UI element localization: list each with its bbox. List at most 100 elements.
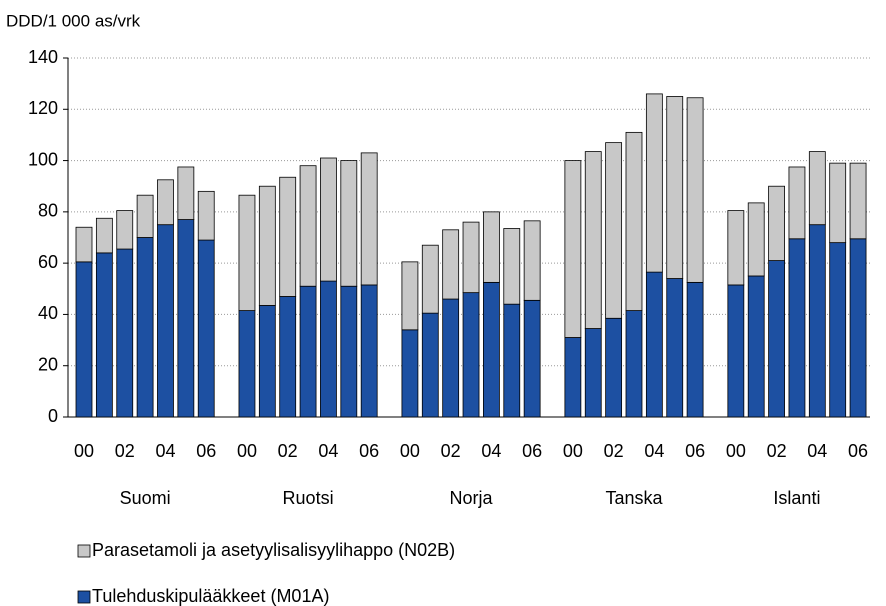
bar-segment [258,305,276,418]
x-tick-label: 00 [726,441,746,461]
bar-segment [136,194,154,238]
bar-segment [523,299,541,418]
bar-segment [95,252,113,418]
bar-segment [727,210,745,286]
x-tick-label: 02 [278,441,298,461]
bar-segment [340,285,358,418]
bar-segment [157,224,174,418]
bar-segment [747,202,765,277]
y-tick-label: 100 [28,149,58,169]
x-tick-label: 00 [563,441,583,461]
x-tick-label: 04 [807,441,827,461]
bar-segment [442,229,460,300]
bar-segment [75,226,93,263]
bar-segment [238,310,256,418]
bar-segment [258,185,276,306]
bar-segment [686,97,704,283]
bar-segment [421,244,439,314]
bar-segment [625,310,643,418]
bar-segment [584,328,602,418]
bar-segment [177,166,195,220]
bar-segment [157,179,174,226]
legend-label: Tulehduskipulääkkeet (M01A) [92,586,329,606]
bar-segment [421,312,439,418]
x-tick-label: 02 [767,441,787,461]
bar-segment [116,248,134,418]
bar-segment [482,211,500,283]
bar-segment [849,238,867,418]
bar-segment [299,165,317,287]
bar-segment [788,166,806,240]
bar-segment [197,190,215,241]
bar-segment [747,275,765,418]
bar-segment [197,239,215,418]
bar-segment [320,280,337,418]
y-tick-label: 140 [28,47,58,67]
bar-segment [768,185,785,261]
x-tick-label: 00 [400,441,420,461]
bar-segment [768,260,785,418]
bar-segment [238,194,256,311]
x-tick-label: 04 [318,441,338,461]
group-label: Norja [450,488,494,508]
bar-segment [482,281,500,418]
bar-segment [95,217,113,254]
bar-segment [584,151,602,329]
bar-segment [727,284,745,418]
bar-segment [75,261,93,418]
bar-segment [136,237,154,418]
bar-segment [177,219,195,418]
group-label: Suomi [120,488,171,508]
y-tick-label: 60 [38,252,58,272]
x-tick-label: 02 [115,441,135,461]
x-tick-label: 02 [604,441,624,461]
bar-segment [808,151,826,226]
x-tick-label: 04 [155,441,175,461]
bar-segment [401,261,419,331]
legend-swatch [77,544,91,558]
x-tick-label: 06 [359,441,379,461]
bar-segment [523,220,541,301]
x-tick-label: 04 [481,441,501,461]
legend-swatch [77,590,91,604]
bar-segment [829,242,847,418]
bar-segment [605,142,623,319]
x-tick-label: 06 [522,441,542,461]
bar-segment [462,221,480,294]
x-tick-label: 04 [644,441,664,461]
bar-segment [279,176,297,297]
bar-segment [645,271,663,418]
legend-label: Parasetamoli ja asetyylisalisyylihappo (… [92,540,455,560]
y-tick-label: 80 [38,201,58,221]
bar-segment [299,285,317,418]
y-tick-label: 0 [48,406,58,426]
y-axis-label: DDD/1 000 as/vrk [6,11,141,30]
bar-segment [666,278,684,418]
bar-segment [401,329,419,418]
x-tick-label: 06 [848,441,868,461]
bar-segment [503,228,521,305]
bar-segment [808,224,826,418]
group-label: Tanska [605,488,663,508]
bar-segment [442,298,460,418]
bar-segment [462,292,480,418]
y-tick-label: 20 [38,354,58,374]
bar-segment [829,162,847,244]
y-tick-label: 40 [38,303,58,323]
bar-segment [279,296,297,418]
group-label: Ruotsi [283,488,334,508]
bar-segment [564,160,582,338]
bar-segment [666,96,684,279]
bar-segment [625,131,643,311]
bar-segment [360,284,378,418]
x-tick-label: 00 [74,441,94,461]
group-label: Islanti [773,488,820,508]
bar-segment [116,210,134,250]
bar-segment [686,281,704,418]
bar-segment [645,93,663,273]
bar-segment [788,238,806,418]
x-tick-label: 06 [196,441,216,461]
bar-segment [503,303,521,418]
bar-segment [340,160,358,287]
